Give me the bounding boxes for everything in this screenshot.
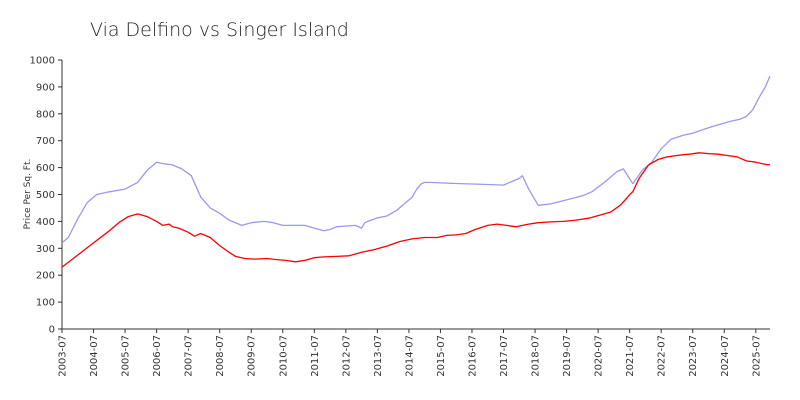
x-tick-label: 2014-07 (404, 335, 415, 377)
y-tick-label: 0 (49, 325, 55, 336)
y-tick-label: 500 (36, 190, 55, 201)
x-tick-label: 2009-07 (247, 335, 258, 377)
y-tick-label: 800 (36, 109, 55, 120)
x-tick-label: 2004-07 (89, 335, 100, 377)
x-tick-label: 2022-07 (657, 335, 668, 377)
axes: 0 100 200 300 400 500 600 700 800 900 1000 2003-07 2… (30, 56, 770, 377)
x-tick-label: 2019-07 (562, 335, 573, 377)
x-tick-label: 2006-07 (152, 335, 163, 377)
x-tick-label: 2012-07 (341, 335, 352, 377)
x-tick-label: 2008-07 (215, 335, 226, 377)
x-tick-label: 2015-07 (436, 335, 447, 377)
x-tick-label: 2025-07 (751, 335, 762, 377)
x-tick-label: 2010-07 (278, 335, 289, 377)
x-tick-label: 2017-07 (499, 335, 510, 377)
y-tick-label: 200 (36, 271, 55, 282)
y-axis-label: Price Per Sq. Ft. (23, 159, 33, 230)
y-tick-label: 1000 (30, 56, 55, 67)
y-tick-label: 900 (36, 82, 55, 93)
x-tick-label: 2023-07 (688, 335, 699, 377)
x-tick-label: 2018-07 (531, 335, 542, 377)
y-tick-label: 300 (36, 244, 55, 255)
x-tick-label: 2003-07 (58, 335, 69, 377)
series-line-2 (61, 152, 771, 268)
y-axis-label-group: Price Per Sq. Ft. (23, 159, 33, 230)
x-tick-label: 2016-07 (467, 335, 478, 377)
y-tick-label: 400 (36, 217, 55, 228)
x-tick-label: 2007-07 (184, 335, 195, 377)
x-tick-label: 2021-07 (625, 335, 636, 377)
y-tick-label: 600 (36, 163, 55, 174)
y-tick-label: 100 (36, 298, 55, 309)
x-tick-label: 2020-07 (594, 335, 605, 377)
x-tick-label: 2005-07 (121, 335, 132, 377)
y-tick-label: 700 (36, 136, 55, 147)
chart-title: Via Delfino vs Singer Island (90, 19, 349, 41)
x-tick-label: 2024-07 (720, 335, 731, 377)
series-line-1 (61, 75, 771, 244)
x-tick-label: 2013-07 (373, 335, 384, 377)
x-tick-label: 2011-07 (310, 335, 321, 377)
series-group (61, 75, 771, 268)
